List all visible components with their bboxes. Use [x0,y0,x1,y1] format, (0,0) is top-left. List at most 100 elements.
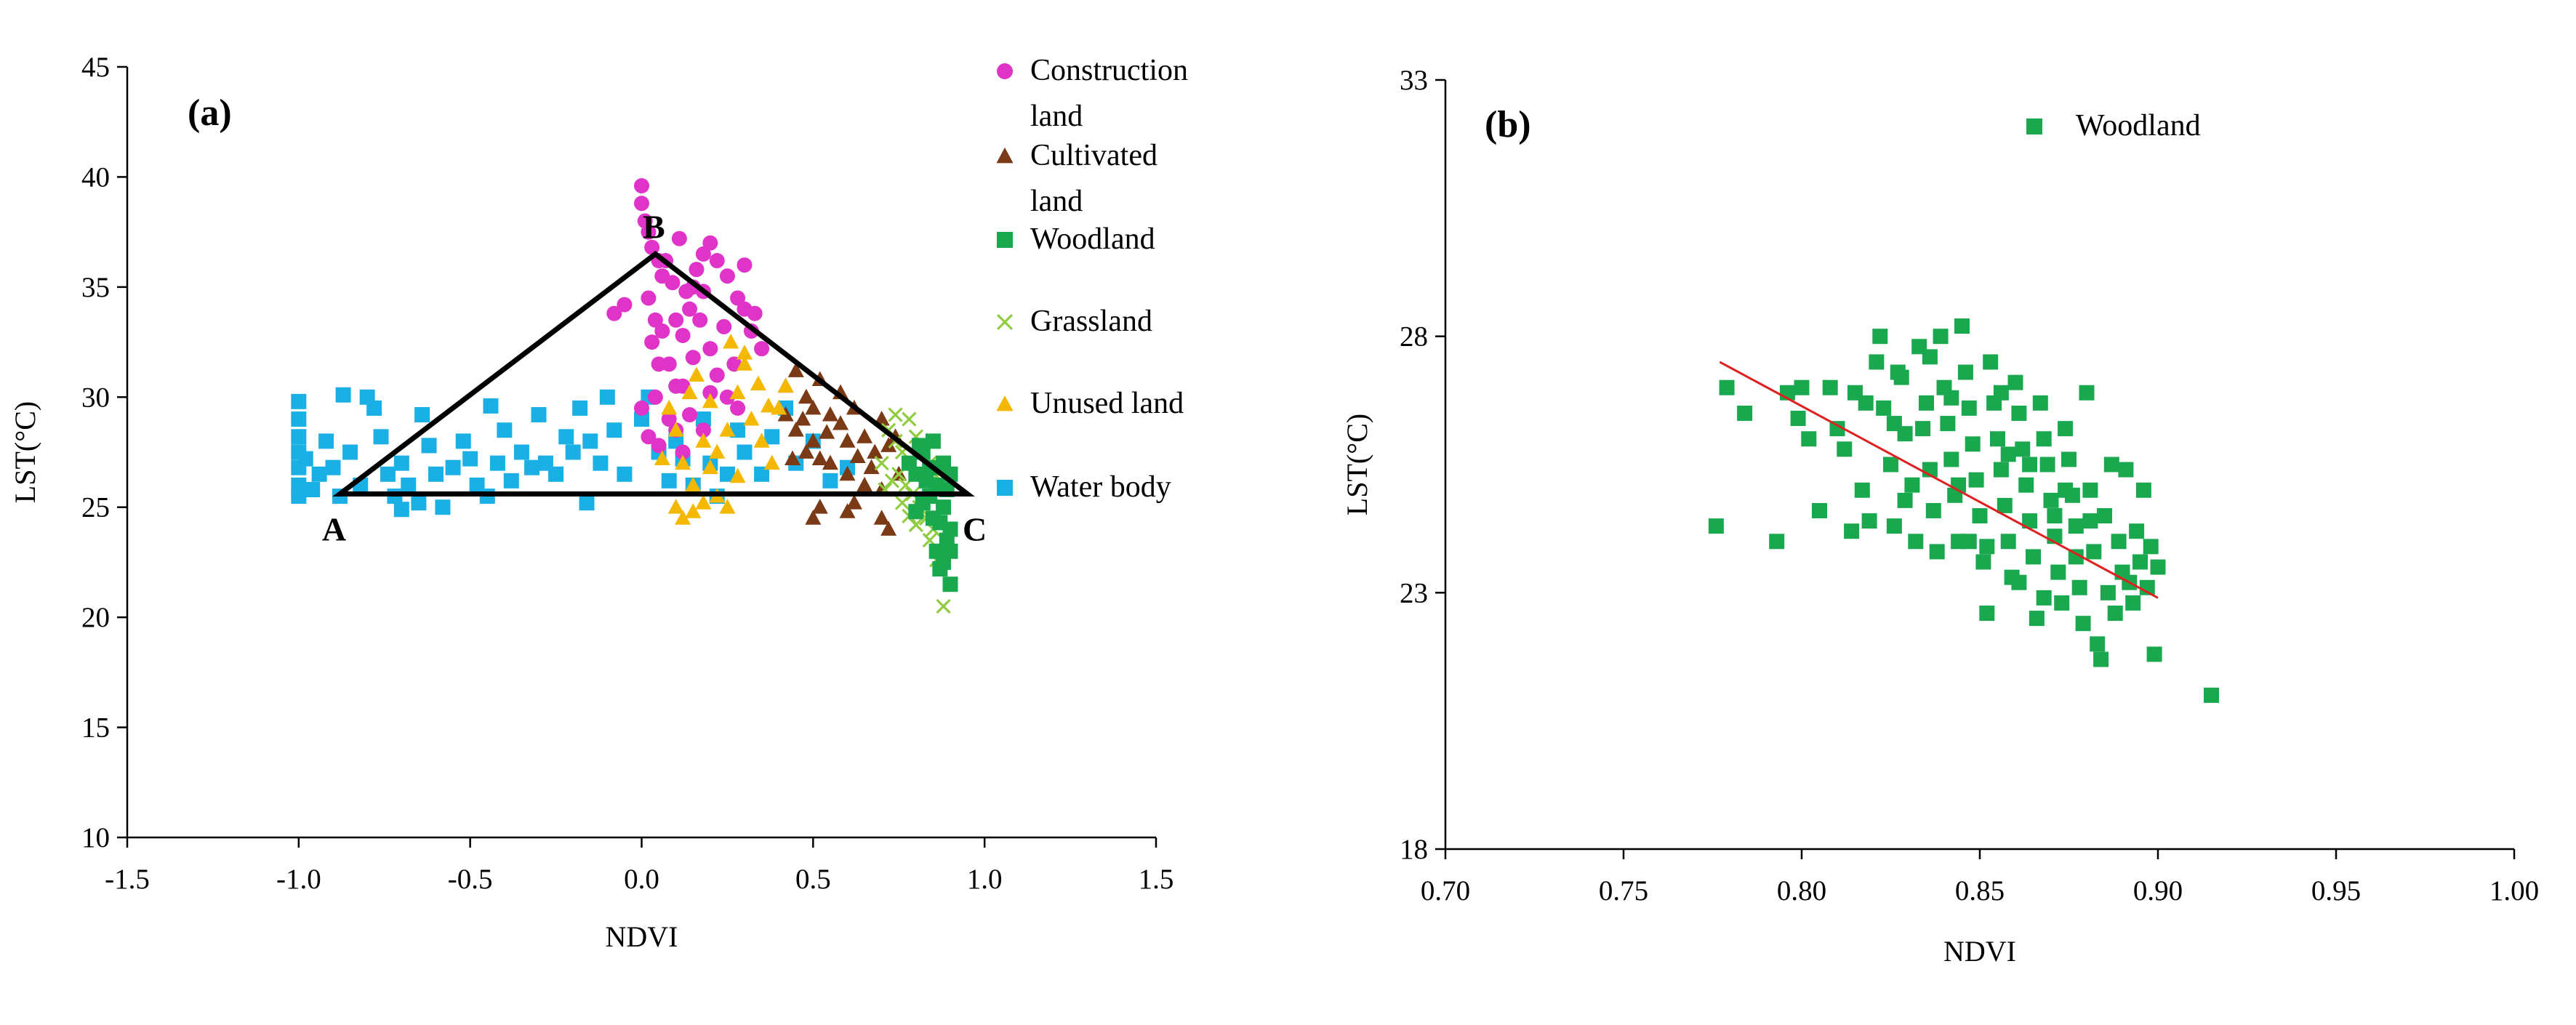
data-point [2071,579,2087,595]
data-point [678,284,694,300]
data-point [2082,482,2098,498]
y-tick-label: 20 [81,602,110,633]
data-point [1869,354,1885,370]
data-point [1972,508,1988,524]
data-point [695,422,711,438]
data-point [798,388,814,404]
data-point [548,466,564,482]
data-point [497,422,513,438]
data-point [2097,508,2112,524]
data-point-stroke [874,456,889,471]
x-tick-label: 1.00 [2489,875,2539,907]
series-2 [901,433,958,592]
panel-b-chart: 18 23 28 33 0.70 0.75 0.80 0.85 0.90 0.95 1.00 NDVI… [1341,65,2539,968]
data-point [661,399,678,415]
data-point [1794,379,1810,395]
data-point [675,510,691,525]
data-point [928,543,944,559]
data-point [291,393,307,409]
data-point-stroke [908,429,923,444]
data-point [760,397,777,413]
data-point [1872,329,1888,345]
legend-item: Unused land [996,387,1184,420]
data-point [2058,421,2074,437]
data-point [2058,482,2074,498]
data-point [753,433,770,448]
data-point [839,465,856,481]
data-point [918,473,934,489]
data-point-stroke [884,473,899,489]
data-point [880,437,897,452]
data-point [2047,508,2063,524]
data-point [1769,534,1785,550]
data-point [695,246,711,262]
data-point [764,429,780,445]
data-point [445,459,461,475]
legend-label-line: Cultivated [1030,139,1157,172]
data-point [661,411,677,427]
data-point [702,459,718,475]
data-point [1933,329,1949,345]
data-point-stroke [936,598,951,614]
triangle-annotation [332,251,975,497]
data-point [2204,687,2219,703]
data-point [1822,379,1838,395]
panel-label: (a) [188,92,232,134]
data-point-stroke [908,517,923,533]
data-point [380,466,396,482]
data-point [411,495,427,511]
data-point [695,433,712,448]
data-point [558,429,574,445]
data-point [822,406,838,422]
data-point [1812,502,1827,518]
data-point [421,438,437,454]
data-point [1993,462,2009,478]
data-point [593,455,609,471]
data-point [1897,492,1913,508]
data-point [822,473,838,489]
data-point [2111,534,2127,550]
data-point [716,318,732,334]
data-point [787,422,804,437]
data-point [1890,364,1906,380]
data-point [2082,513,2098,529]
data-point [2061,451,2077,467]
y-tick-label: 25 [81,492,110,523]
legend-marker [2026,118,2042,134]
data-point [342,444,358,460]
data-point [2022,457,2038,473]
data-point [1886,416,1902,432]
data-point [1737,405,1753,421]
x-tick-label: 0.5 [795,864,831,895]
data-point [763,454,780,470]
data-point [641,290,657,306]
data-point [805,433,822,448]
legend-label-line: Grassland [1030,305,1152,338]
data-point [1883,457,1898,473]
data-point [401,477,417,493]
data-point [709,443,726,459]
data-point [667,422,684,437]
data-point [435,499,451,515]
data-point [2090,636,2106,652]
data-point [695,494,712,510]
data-point [856,428,873,443]
data-point [856,476,873,492]
data-point [832,415,849,430]
data-point [661,356,677,372]
data-point [1719,379,1735,395]
data-point [2007,374,2023,390]
data-point [297,451,313,467]
data-point [565,444,581,460]
data-point [942,576,958,592]
data-point [654,323,670,339]
data-point [702,341,718,357]
x-tick-label: 1.0 [967,864,1003,895]
data-point [489,455,505,471]
data-point [2150,559,2166,575]
data-point [291,489,307,505]
data-point [1954,318,1970,334]
data-point [719,422,736,437]
data-point [719,389,735,405]
data-point [795,411,811,426]
